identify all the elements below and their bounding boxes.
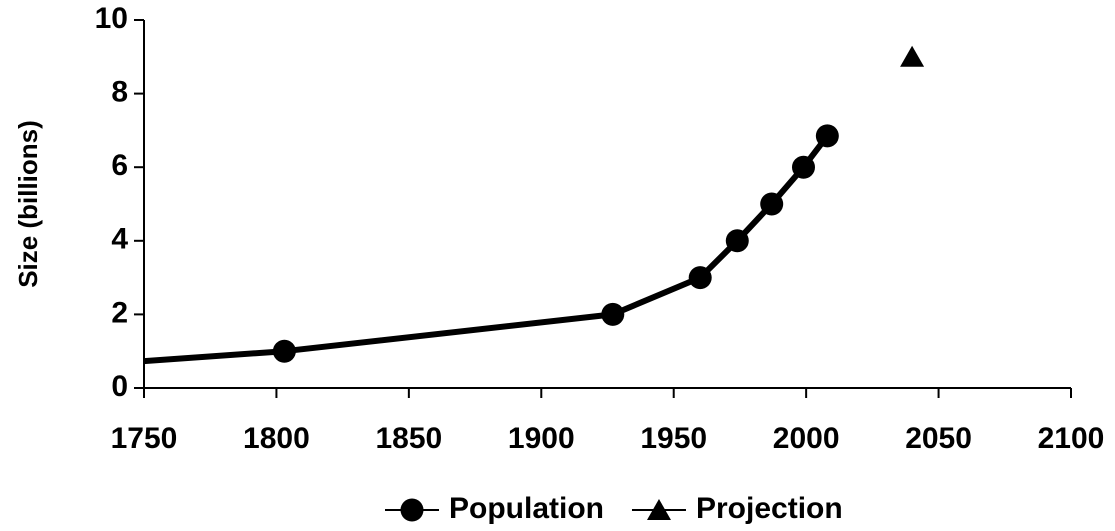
legend-label: Projection: [696, 492, 843, 525]
data-point: [272, 339, 296, 363]
y-tick-label: 10: [95, 2, 128, 35]
data-point: [815, 124, 839, 148]
y-tick-label: 8: [111, 76, 128, 109]
y-axis-label: Size (billions): [13, 120, 43, 288]
x-tick-label: 2100: [1038, 422, 1105, 455]
plot-area: [144, 45, 925, 365]
series-line: [144, 134, 830, 365]
legend-marker: [400, 498, 424, 522]
x-tick-label: 1800: [243, 422, 310, 455]
y-tick-label: 6: [111, 149, 128, 182]
y-tick-label: 2: [111, 296, 128, 329]
data-point: [760, 192, 784, 216]
x-tick-label: 1950: [640, 422, 707, 455]
x-tick-label: 1850: [375, 422, 442, 455]
data-point: [725, 229, 749, 253]
x-tick-label: 2000: [773, 422, 840, 455]
x-tick-label: 2050: [905, 422, 972, 455]
data-point: [688, 266, 712, 290]
x-tick-label: 1900: [508, 422, 575, 455]
legend-label: Population: [449, 492, 604, 525]
data-point: [791, 155, 815, 179]
legend-marker: [646, 499, 671, 520]
x-tick-label: 1750: [111, 422, 178, 455]
data-point: [601, 302, 625, 326]
y-tick-label: 0: [111, 370, 128, 403]
data-point: [900, 45, 925, 67]
y-tick-label: 4: [111, 223, 128, 256]
